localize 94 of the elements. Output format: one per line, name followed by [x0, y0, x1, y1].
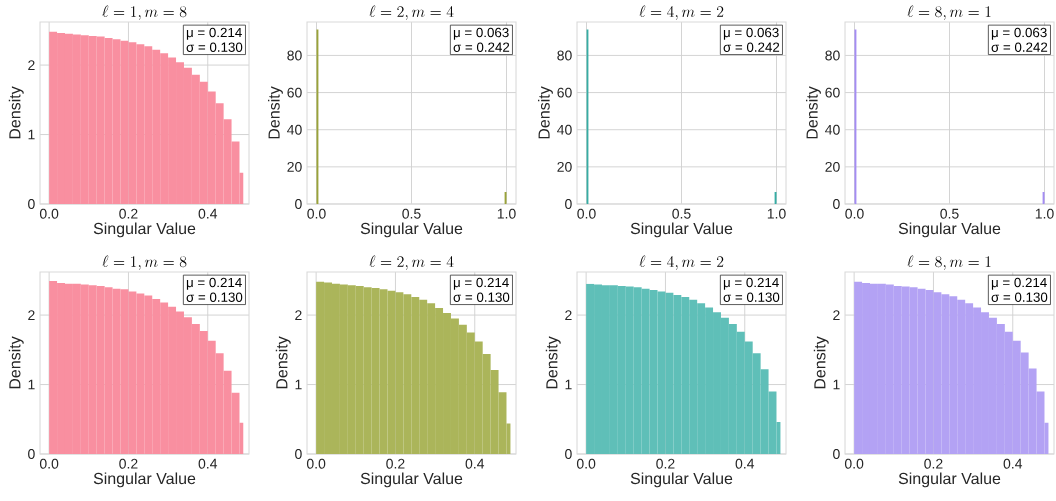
- x-tick-label: 0.5: [402, 208, 421, 219]
- y-tick-label: 0: [833, 449, 840, 459]
- x-tick-label: 0.0: [577, 208, 596, 219]
- x-tick-label: 1.0: [767, 208, 786, 219]
- x-tick-label: 0.4: [198, 208, 218, 219]
- x-tick-label: 0.4: [735, 458, 755, 469]
- annotation: σ = 0.130: [186, 42, 243, 52]
- y-tick-label: 1: [833, 379, 840, 390]
- x-axis-title: Singular Value: [630, 472, 733, 488]
- annotation: σ = 0.242: [991, 42, 1048, 52]
- annotation: σ = 0.130: [991, 292, 1048, 302]
- y-tick-label: 80: [557, 50, 572, 61]
- x-tick-label: 0.0: [576, 458, 596, 469]
- y-tick-label: 60: [825, 87, 840, 98]
- y-tick-label: 1: [295, 379, 302, 390]
- y-tick-label: 0: [833, 199, 840, 209]
- y-axis-title: Density: [545, 336, 561, 389]
- x-tick-label: 0.0: [39, 458, 59, 469]
- annotation: σ = 0.130: [453, 292, 510, 302]
- annotation: μ = 0.214: [186, 277, 242, 290]
- annotation: μ = 0.063: [723, 27, 779, 40]
- y-tick-label: 40: [287, 124, 302, 135]
- x-axis-title: Singular Value: [93, 472, 196, 488]
- y-tick-label: 1: [28, 129, 35, 140]
- x-tick-label: 0.0: [307, 208, 326, 219]
- chart-title: $\ell=8, m=1$: [907, 5, 991, 20]
- y-tick-label: 40: [825, 124, 840, 135]
- y-tick-label: 1: [28, 379, 35, 390]
- chart-title: $\ell=2, m=4$: [369, 255, 454, 270]
- x-tick-label: 0.2: [119, 208, 138, 219]
- y-tick-label: 60: [287, 87, 302, 98]
- y-axis-title: Density: [275, 336, 291, 389]
- x-tick-label: 0.5: [940, 208, 959, 219]
- annotation: μ = 0.214: [186, 27, 242, 40]
- x-tick-label: 0.2: [924, 458, 943, 469]
- y-tick-label: 2: [833, 310, 840, 320]
- x-tick-label: 0.4: [1003, 458, 1023, 469]
- x-axis-title: Singular Value: [630, 222, 733, 238]
- annotation: μ = 0.214: [723, 277, 779, 290]
- chart-title: $\ell=8, m=1$: [907, 255, 991, 270]
- annotation: μ = 0.063: [991, 27, 1047, 40]
- chart-title: $\ell=4, m=2$: [639, 5, 724, 20]
- x-axis-title: Singular Value: [360, 222, 463, 238]
- y-tick-label: 20: [557, 161, 572, 172]
- y-tick-label: 2: [295, 310, 302, 320]
- annotation: σ = 0.242: [453, 42, 510, 52]
- y-tick-label: 0: [28, 199, 35, 209]
- y-tick-label: 1: [565, 379, 572, 390]
- y-axis-title: Density: [813, 336, 829, 389]
- x-axis-title: Singular Value: [93, 222, 196, 238]
- x-axis-title: Singular Value: [898, 222, 1001, 238]
- y-tick-label: 40: [557, 124, 572, 135]
- y-axis-title: Density: [806, 86, 821, 139]
- x-tick-label: 0.0: [845, 208, 864, 219]
- x-tick-label: 0.0: [39, 208, 59, 219]
- x-tick-label: 0.2: [656, 458, 675, 469]
- x-tick-label: 0.4: [198, 458, 218, 469]
- x-tick-label: 1.0: [1035, 208, 1054, 219]
- y-tick-label: 0: [28, 449, 35, 459]
- y-tick-label: 0: [295, 449, 302, 459]
- y-tick-label: 0: [565, 199, 572, 209]
- y-tick-label: 20: [287, 161, 302, 172]
- y-tick-label: 80: [287, 50, 302, 61]
- x-tick-label: 1.0: [497, 208, 516, 219]
- annotation: σ = 0.130: [186, 292, 243, 302]
- x-tick-label: 0.0: [844, 458, 864, 469]
- y-tick-label: 0: [295, 199, 302, 209]
- x-tick-label: 0.5: [672, 208, 691, 219]
- annotation: μ = 0.063: [453, 27, 509, 40]
- x-axis-title: Singular Value: [898, 472, 1001, 488]
- y-tick-label: 2: [28, 60, 35, 70]
- y-tick-label: 2: [565, 310, 572, 320]
- x-tick-label: 0.0: [306, 458, 326, 469]
- y-axis-title: Density: [8, 336, 24, 389]
- annotation: σ = 0.130: [723, 292, 780, 302]
- y-tick-label: 80: [825, 50, 840, 61]
- y-axis-title: Density: [8, 86, 24, 139]
- annotation: σ = 0.242: [723, 42, 780, 52]
- y-axis-title: Density: [538, 86, 553, 139]
- annotation: μ = 0.214: [453, 277, 509, 290]
- y-axis-title: Density: [268, 86, 283, 139]
- x-tick-label: 0.4: [465, 458, 485, 469]
- y-tick-label: 20: [825, 161, 840, 172]
- annotation: μ = 0.214: [991, 277, 1047, 290]
- y-tick-label: 2: [28, 310, 35, 320]
- x-tick-label: 0.2: [119, 458, 138, 469]
- x-tick-label: 0.2: [386, 458, 405, 469]
- x-axis-title: Singular Value: [360, 472, 463, 488]
- y-tick-label: 60: [557, 87, 572, 98]
- y-tick-label: 0: [565, 449, 572, 459]
- chart-title: $\ell=4, m=2$: [639, 255, 724, 270]
- chart-title: $\ell=1, m=8$: [102, 255, 187, 270]
- chart-title: $\ell=2, m=4$: [369, 5, 454, 20]
- chart-title: $\ell=1, m=8$: [102, 5, 187, 20]
